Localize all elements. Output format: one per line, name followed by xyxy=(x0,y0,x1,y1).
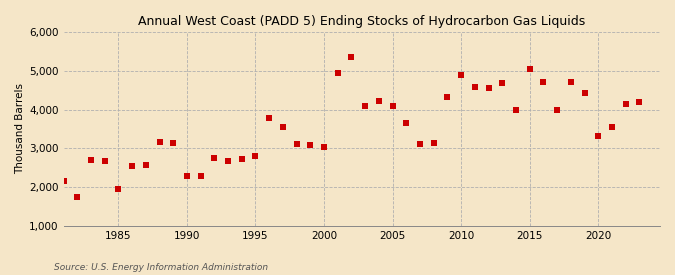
Point xyxy=(72,195,82,199)
Text: Source: U.S. Energy Information Administration: Source: U.S. Energy Information Administ… xyxy=(54,263,268,272)
Point xyxy=(373,98,384,103)
Point xyxy=(332,70,343,75)
Point xyxy=(58,179,69,183)
Point xyxy=(538,80,549,85)
Point xyxy=(387,103,398,108)
Point xyxy=(510,108,521,112)
Point xyxy=(401,121,412,125)
Point xyxy=(223,159,234,163)
Point xyxy=(305,143,316,147)
Point xyxy=(634,100,645,104)
Point xyxy=(551,108,562,112)
Point xyxy=(250,154,261,158)
Point xyxy=(264,116,275,120)
Point xyxy=(195,174,206,178)
Point xyxy=(566,80,576,84)
Point xyxy=(319,145,329,149)
Point xyxy=(140,163,151,167)
Point xyxy=(99,159,110,163)
Point xyxy=(154,140,165,144)
Point xyxy=(113,186,124,191)
Point xyxy=(168,141,179,145)
Point xyxy=(277,124,288,129)
Title: Annual West Coast (PADD 5) Ending Stocks of Hydrocarbon Gas Liquids: Annual West Coast (PADD 5) Ending Stocks… xyxy=(138,15,585,28)
Point xyxy=(607,125,618,129)
Point xyxy=(429,141,439,145)
Point xyxy=(593,133,603,138)
Point xyxy=(579,91,590,95)
Point xyxy=(346,54,357,59)
Point xyxy=(497,81,508,85)
Point xyxy=(236,157,247,161)
Point xyxy=(291,142,302,146)
Y-axis label: Thousand Barrels: Thousand Barrels xyxy=(15,83,25,174)
Point xyxy=(470,85,481,90)
Point xyxy=(442,95,453,100)
Point xyxy=(86,158,97,162)
Point xyxy=(483,86,494,90)
Point xyxy=(182,174,192,178)
Point xyxy=(620,102,631,107)
Point xyxy=(209,155,220,160)
Point xyxy=(456,73,466,77)
Point xyxy=(414,142,425,146)
Point xyxy=(127,164,138,168)
Point xyxy=(524,67,535,71)
Point xyxy=(360,104,371,109)
